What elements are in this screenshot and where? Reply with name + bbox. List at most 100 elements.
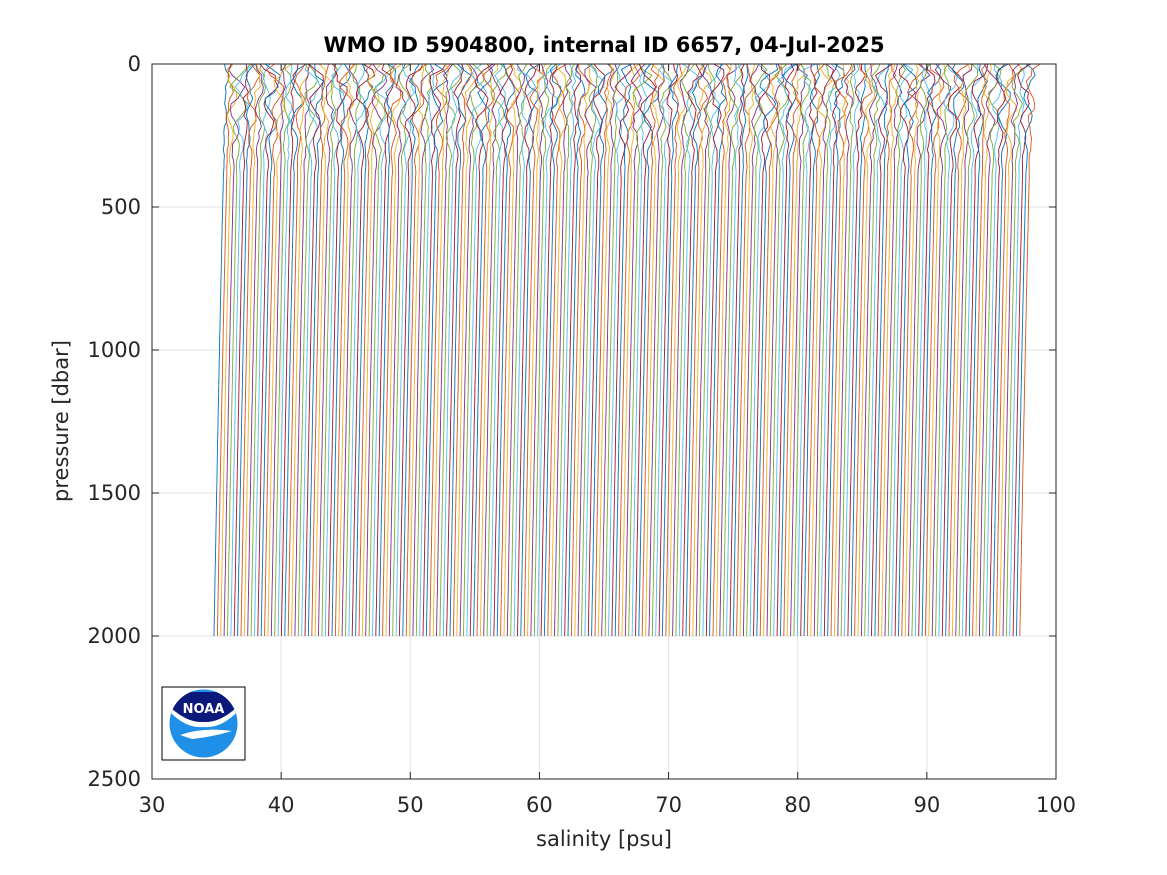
profile-line xyxy=(786,63,806,637)
profile-line xyxy=(537,63,561,637)
profile-line xyxy=(840,63,855,637)
y-tick-label: 500 xyxy=(101,195,141,219)
profile-line xyxy=(466,63,488,637)
profile-line xyxy=(715,63,732,637)
profile-line xyxy=(510,63,527,637)
profile-line xyxy=(463,63,485,637)
profile-line xyxy=(887,63,907,637)
profile-line xyxy=(436,63,454,637)
profile-line xyxy=(334,63,356,637)
profile-line xyxy=(348,63,366,637)
profile-line xyxy=(280,63,299,637)
profile-line xyxy=(763,63,783,637)
profile-line xyxy=(1005,63,1029,637)
profile-line xyxy=(439,63,463,637)
y-tick-label: 1000 xyxy=(88,338,141,362)
profile-line xyxy=(446,63,465,637)
profile-line xyxy=(358,63,375,637)
profile-line xyxy=(476,63,495,637)
profile-line xyxy=(891,63,914,637)
profile-line xyxy=(591,63,615,637)
profile-line xyxy=(793,63,812,637)
profile-line xyxy=(935,63,951,637)
profile-line xyxy=(992,63,1011,637)
profile-line xyxy=(999,63,1024,637)
profile-line xyxy=(941,63,965,637)
profile-line xyxy=(355,63,374,637)
profile-line xyxy=(422,63,447,637)
profile-line xyxy=(378,63,397,637)
profile-line xyxy=(270,63,287,637)
profile-line xyxy=(955,63,973,637)
profile-line xyxy=(732,63,749,637)
profile-line xyxy=(972,63,987,637)
profile-line xyxy=(564,63,582,637)
profile-line xyxy=(995,63,1014,637)
profile-line xyxy=(409,63,425,637)
profile-line xyxy=(928,63,947,637)
profile-line xyxy=(247,63,264,637)
profile-line xyxy=(894,63,917,637)
profile-line xyxy=(709,63,727,637)
profile-line xyxy=(638,63,660,637)
profile-line xyxy=(388,63,407,637)
profile-line xyxy=(918,63,936,637)
profile-line xyxy=(844,63,860,637)
profile-line xyxy=(790,63,808,637)
profile-line xyxy=(769,63,789,637)
profile-line xyxy=(395,63,415,637)
profile-line xyxy=(628,63,653,637)
profile-line xyxy=(253,63,271,637)
profile-line xyxy=(850,64,868,637)
profile-line xyxy=(227,63,252,637)
x-axis-label: salinity [psu] xyxy=(536,827,672,851)
profile-line xyxy=(938,63,958,637)
profile-line xyxy=(260,63,281,637)
profile-line xyxy=(307,63,325,637)
profile-line xyxy=(543,63,562,637)
profile-line xyxy=(560,63,577,637)
profile-line xyxy=(382,63,402,637)
profile-line xyxy=(530,63,549,637)
profile-line xyxy=(375,63,394,637)
profile-line xyxy=(608,63,627,637)
plot-area xyxy=(151,63,1057,780)
profile-line xyxy=(914,63,932,637)
profile-line xyxy=(800,63,818,637)
profile-line xyxy=(581,63,598,637)
profile-line xyxy=(584,63,605,637)
profile-line xyxy=(213,63,230,637)
y-tick-label: 2000 xyxy=(88,624,141,648)
profile-line xyxy=(783,63,802,637)
profile-line xyxy=(668,63,691,637)
profile-line xyxy=(675,63,695,637)
profile-line xyxy=(951,63,971,637)
profile-line xyxy=(250,63,267,637)
profile-line xyxy=(854,63,873,637)
profile-line xyxy=(304,63,324,637)
profile-line xyxy=(746,63,768,637)
profile-line xyxy=(449,63,472,637)
chart-title: WMO ID 5904800, internal ID 6657, 04-Jul… xyxy=(323,33,884,57)
profile-line xyxy=(1009,63,1030,637)
profile-line xyxy=(540,63,558,637)
profile-line xyxy=(881,63,898,637)
profile-line xyxy=(665,63,683,637)
profile-line xyxy=(699,63,716,637)
profile-line xyxy=(820,63,841,637)
profile-line xyxy=(429,63,452,637)
profile-line xyxy=(550,63,567,637)
profile-line xyxy=(237,63,256,637)
profile-line xyxy=(871,63,893,637)
y-tick-label: 2500 xyxy=(88,767,141,791)
profile-line xyxy=(796,63,817,637)
profile-line xyxy=(712,63,732,637)
profile-line xyxy=(648,63,665,637)
profile-line xyxy=(911,63,930,637)
profile-line xyxy=(601,63,618,637)
profile-line xyxy=(264,63,285,637)
profile-line xyxy=(962,63,984,637)
profile-line xyxy=(989,63,1007,637)
profile-line xyxy=(520,63,541,637)
profile-line xyxy=(813,63,834,637)
